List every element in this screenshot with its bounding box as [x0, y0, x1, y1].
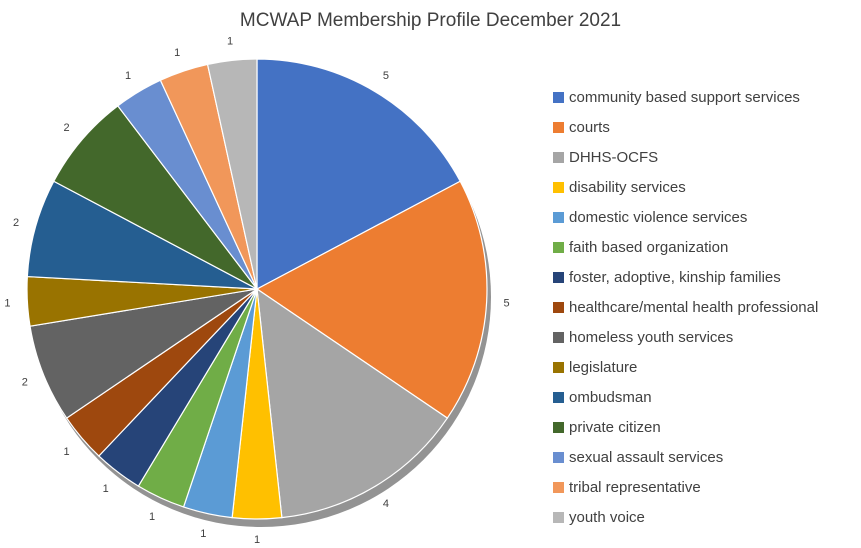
chart-title: MCWAP Membership Profile December 2021 — [239, 10, 622, 31]
legend-label: homeless youth services — [569, 328, 734, 346]
legend-item-faith-based-organization: faith based organization — [553, 232, 818, 262]
legend-swatch — [553, 301, 564, 313]
pie-slice-youth-voice — [206, 58, 258, 290]
legend-item-private-citizen: private citizen — [553, 412, 818, 442]
legend-swatch — [553, 481, 564, 493]
data-label-legislature: 1 — [4, 298, 10, 310]
legend-label: tribal representative — [569, 478, 701, 496]
legend-swatch — [553, 121, 564, 133]
legend-swatch — [553, 331, 564, 343]
legend-swatch — [553, 271, 564, 283]
pie-slice-dhhs-ocfs — [256, 287, 449, 519]
legend-item-community-based-support-services: community based support services — [553, 82, 818, 112]
data-label-domestic-violence-services: 1 — [200, 528, 206, 540]
data-label-private-citizen: 2 — [63, 122, 69, 134]
legend-swatch — [553, 181, 564, 193]
legend-label: community based support services — [569, 88, 800, 106]
data-label-foster-adoptive-kinship-families: 1 — [103, 483, 109, 495]
legend-label: courts — [569, 118, 610, 136]
legend-item-healthcare-mental-health-professional: healthcare/mental health professional — [553, 292, 818, 322]
legend-item-domestic-violence-services: domestic violence services — [553, 202, 818, 232]
legend-swatch — [553, 91, 564, 103]
legend-label: healthcare/mental health professional — [569, 298, 819, 316]
legend-item-tribal-representative: tribal representative — [553, 472, 818, 502]
legend-item-disability-services: disability services — [553, 172, 818, 202]
legend-item-sexual-assault-services: sexual assault services — [553, 442, 818, 472]
legend-swatch — [553, 391, 564, 403]
legend-label: foster, adoptive, kinship families — [569, 268, 781, 286]
legend-item-dhhs-ocfs: DHHS-OCFS — [553, 142, 818, 172]
legend-label: domestic violence services — [569, 208, 748, 226]
data-label-youth-voice: 1 — [227, 36, 233, 48]
legend-label: disability services — [569, 178, 686, 196]
legend-label: legislature — [569, 358, 638, 376]
legend-label: private citizen — [569, 418, 661, 436]
legend-label: youth voice — [569, 508, 645, 526]
legend-swatch — [553, 451, 564, 463]
data-label-sexual-assault-services: 1 — [125, 70, 131, 82]
legend-item-homeless-youth-services: homeless youth services — [553, 322, 818, 352]
legend-swatch — [553, 151, 564, 163]
data-label-community-based-support-services: 5 — [383, 70, 389, 82]
data-label-dhhs-ocfs: 4 — [383, 498, 389, 510]
legend-item-courts: courts — [553, 112, 818, 142]
data-label-ombudsman: 2 — [13, 217, 19, 229]
legend: community based support services courts DH… — [553, 82, 818, 532]
legend-item-youth-voice: youth voice — [553, 502, 818, 532]
legend-item-foster-adoptive-kinship-families: foster, adoptive, kinship families — [553, 262, 818, 292]
legend-item-legislature: legislature — [553, 352, 818, 382]
data-label-disability-services: 1 — [254, 534, 260, 546]
data-label-courts: 5 — [504, 298, 510, 310]
legend-swatch — [553, 361, 564, 373]
legend-swatch — [553, 511, 564, 523]
legend-swatch — [553, 241, 564, 253]
data-label-homeless-youth-services: 2 — [22, 377, 28, 389]
legend-swatch — [553, 421, 564, 433]
legend-label: ombudsman — [569, 388, 652, 406]
legend-label: sexual assault services — [569, 448, 724, 466]
legend-label: DHHS-OCFS — [569, 148, 659, 166]
legend-swatch — [553, 211, 564, 223]
data-label-faith-based-organization: 1 — [149, 511, 155, 523]
pie-slices — [26, 58, 488, 520]
pie-slice-community-based-support-services — [256, 58, 462, 290]
data-label-tribal-representative: 1 — [174, 47, 180, 59]
pie-data-labels: 5 5 4 1 1 1 1 1 2 1 2 2 1 1 1 — [4, 36, 509, 547]
pie-slice-courts — [255, 180, 488, 419]
data-label-healthcare-mental-health-professional: 1 — [63, 446, 69, 458]
legend-item-ombudsman: ombudsman — [553, 382, 818, 412]
legend-label: faith based organization — [569, 238, 729, 256]
